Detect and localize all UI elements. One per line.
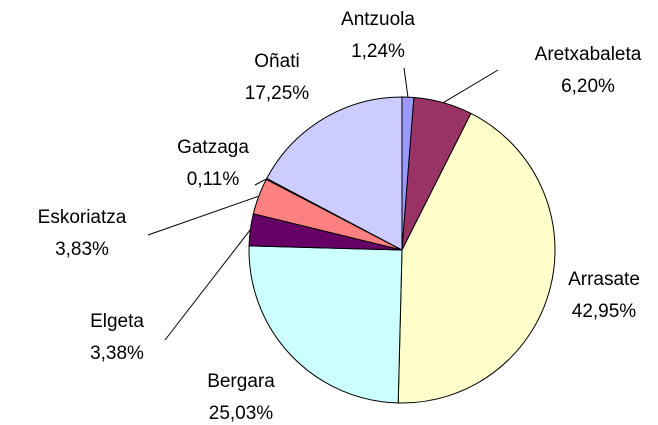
slice-value: 6,20% (561, 76, 615, 97)
pie-slice (266, 96, 403, 251)
slice-label: Elgeta (90, 311, 144, 332)
leader-line (147, 195, 259, 236)
slice-value: 3,83% (55, 239, 109, 260)
slice-label: Arrasate (568, 269, 640, 290)
slice-value: 1,24% (351, 41, 405, 62)
slice-label: Bergara (207, 371, 275, 392)
slice-label: Gatzaga (177, 137, 249, 158)
slice-label: Eskoriatza (38, 207, 127, 228)
leader-line (403, 67, 409, 98)
slice-value: 17,25% (245, 83, 310, 104)
slice-label: Antzuola (341, 9, 415, 30)
slice-label: Oñati (254, 51, 299, 72)
pie-slice (248, 245, 403, 404)
leader-line (442, 69, 499, 104)
slice-label: Aretxabaleta (535, 44, 642, 65)
slice-value: 0,11% (187, 169, 240, 190)
slice-value: 3,38% (90, 343, 144, 364)
leader-line (164, 229, 251, 341)
pie-slice (397, 112, 556, 404)
slice-value: 25,03% (209, 403, 274, 424)
slice-value: 42,95% (572, 301, 637, 322)
leader-line (254, 178, 267, 186)
